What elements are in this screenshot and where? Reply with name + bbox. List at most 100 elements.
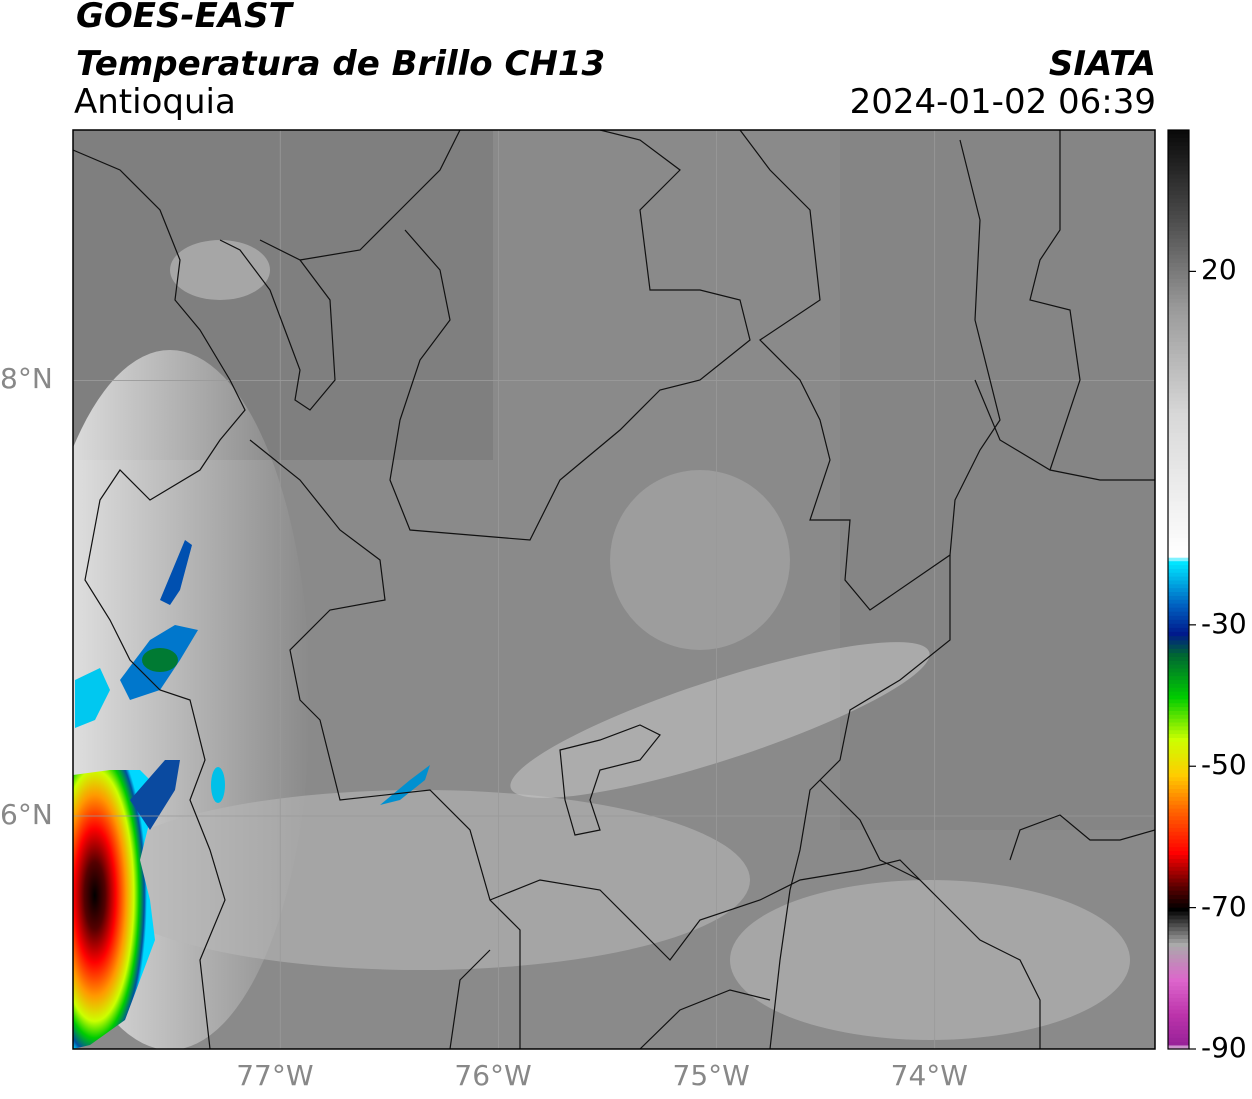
colorbar-segment xyxy=(1168,942,1189,948)
colorbar-segment xyxy=(1168,521,1189,527)
colorbar-segment xyxy=(1168,862,1189,868)
colorbar-segment xyxy=(1168,546,1189,551)
colorbar-segment xyxy=(1168,214,1189,220)
colorbar-segment xyxy=(1168,950,1189,956)
colorbar-segment xyxy=(1168,130,1189,135)
colorbar-segment xyxy=(1168,683,1189,689)
colorbar-segment xyxy=(1168,619,1189,625)
colorbar-segment xyxy=(1168,318,1189,324)
colorbar-segment xyxy=(1168,749,1189,755)
colorbar-segment xyxy=(1168,623,1189,629)
colorbar-segment xyxy=(1168,911,1189,917)
colorbar-segment xyxy=(1168,246,1189,252)
colorbar-segment xyxy=(1168,198,1189,204)
colorbar-segment xyxy=(1168,142,1189,147)
colorbar-segment xyxy=(1168,234,1189,240)
colorbar-segment xyxy=(1168,481,1189,487)
colorbar-segment xyxy=(1168,656,1189,662)
colorbar-segment xyxy=(1168,745,1189,751)
colorbar-segment xyxy=(1168,974,1189,979)
colorbar-segment xyxy=(1168,804,1189,810)
colorbar-segment xyxy=(1168,565,1189,570)
colorbar-segment xyxy=(1168,568,1189,574)
colorbar-segment xyxy=(1168,513,1189,519)
colorbar-segment xyxy=(1168,469,1189,474)
colorbar-segment xyxy=(1168,866,1189,872)
colorbar-segment xyxy=(1168,150,1189,155)
colorbar-segment xyxy=(1168,773,1189,778)
colorbar-segment xyxy=(1168,962,1189,968)
colorbar-segment xyxy=(1168,186,1189,192)
storm-cell-main xyxy=(73,770,160,1049)
colorbar-segment xyxy=(1168,703,1189,708)
colorbar-segment xyxy=(1168,576,1189,582)
colorbar-segment xyxy=(1168,465,1189,470)
colorbar-segment xyxy=(1168,572,1189,578)
colorbar-segment xyxy=(1168,493,1189,499)
colorbar-segment xyxy=(1168,550,1189,555)
colorbar-segment xyxy=(1168,931,1189,936)
colorbar-segment xyxy=(1168,781,1189,786)
colorbar-segment xyxy=(1168,250,1189,256)
colorbar-segment xyxy=(1168,254,1189,260)
colorbar-segment xyxy=(1168,306,1189,312)
colorbar-segment xyxy=(1168,595,1189,601)
colorbar-segment xyxy=(1168,310,1189,316)
colorbar-segment xyxy=(1168,270,1189,276)
colorbar-segment xyxy=(1168,899,1189,904)
colorbar-segment xyxy=(1168,718,1189,724)
colorbar-segment xyxy=(1168,761,1189,767)
colorbar-segment xyxy=(1168,870,1189,876)
colorbar-segment xyxy=(1168,533,1189,539)
colorbar-segment xyxy=(1168,812,1189,817)
timestamp-label: 2024-01-02 06:39 xyxy=(849,82,1156,122)
colorbar-segment xyxy=(1168,298,1189,304)
organization-label: SIATA xyxy=(1048,44,1156,84)
colorbar-segment xyxy=(1168,588,1189,593)
colorbar-segment xyxy=(1168,485,1189,491)
colorbar-segment xyxy=(1168,561,1189,566)
colorbar-segment xyxy=(1168,1045,1189,1050)
colorbar-segment xyxy=(1168,210,1189,216)
colorbar-segment xyxy=(1168,412,1189,418)
border-bolivar xyxy=(739,130,1001,611)
colorbar-segment xyxy=(1168,262,1189,268)
colorbar-segment xyxy=(1168,753,1189,759)
colorbar-segment xyxy=(1168,218,1189,224)
colorbar-segment xyxy=(1168,158,1189,163)
colorbar-segment xyxy=(1168,737,1189,743)
cloud-center xyxy=(610,470,790,650)
colorbar-segment xyxy=(1168,722,1189,727)
colorbar-segment xyxy=(1168,599,1189,605)
colorbar-segment xyxy=(1168,385,1189,390)
colorbar-segment xyxy=(1168,584,1189,589)
colorbar-segment xyxy=(1168,966,1189,972)
colorbar-segment xyxy=(1168,557,1189,562)
lat-tick-label: 6°N xyxy=(0,797,53,831)
colorbar-segment xyxy=(1168,357,1189,363)
colorbar-segment xyxy=(1168,672,1189,677)
colorbar-segment xyxy=(1168,294,1189,300)
colorbar-segment xyxy=(1168,453,1189,458)
colorbar-tick-label: -90 xyxy=(1201,1031,1247,1064)
colorbar-segment xyxy=(1168,226,1189,232)
colorbar-segment xyxy=(1168,757,1189,763)
colorbar-segment xyxy=(1168,886,1189,892)
border-southeast xyxy=(1009,814,1155,861)
colorbar-segment xyxy=(1168,338,1189,343)
colorbar-segment xyxy=(1168,509,1189,515)
colorbar-segment xyxy=(1168,1025,1189,1031)
colorbar-segment xyxy=(1168,517,1189,523)
colorbar-tick-label: -70 xyxy=(1201,889,1247,923)
colorbar-segment xyxy=(1168,449,1189,454)
colorbar-segment xyxy=(1168,687,1189,693)
colorbar-segment xyxy=(1168,707,1189,712)
colorbar-segment xyxy=(1168,170,1189,176)
colorbar-segment xyxy=(1168,330,1189,335)
colorbar-segment xyxy=(1168,843,1189,848)
colorbar-segment xyxy=(1168,644,1189,650)
colorbar-segment xyxy=(1168,461,1189,466)
colorbar-segment xyxy=(1168,923,1189,928)
colorbar-segment xyxy=(1168,424,1189,430)
colorbar-segment xyxy=(1168,695,1189,700)
